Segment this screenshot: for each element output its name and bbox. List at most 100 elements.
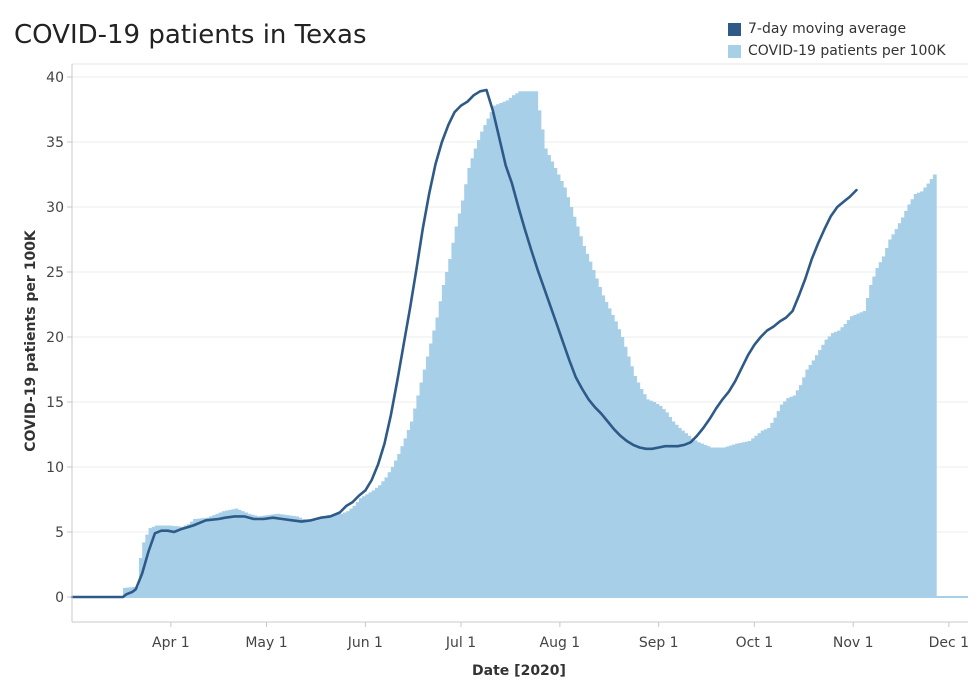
bar-day-61 — [266, 515, 271, 597]
bar-day-140 — [518, 91, 523, 598]
bar-day-143 — [527, 91, 532, 598]
bar-day-33 — [177, 526, 182, 597]
bar-day-27 — [158, 525, 162, 597]
bar-day-156 — [569, 207, 574, 597]
bar-day-263 — [910, 199, 915, 597]
bar-day-119 — [451, 242, 456, 597]
bar-day-106 — [409, 421, 414, 597]
bar-day-258 — [894, 229, 899, 597]
bar-day-166 — [601, 295, 606, 597]
bar-day-60 — [263, 515, 268, 597]
bar-day-157 — [572, 216, 577, 597]
y-tick-label-20: 20 — [46, 330, 64, 346]
bar-day-174 — [626, 356, 631, 597]
bar-day-93 — [368, 492, 373, 597]
bar-day-101 — [394, 460, 398, 597]
bar-day-254 — [881, 256, 886, 597]
bar-day-171 — [617, 329, 622, 597]
bar-day-28 — [161, 525, 166, 597]
bar-day-107 — [413, 408, 417, 597]
bar-day-54 — [244, 512, 248, 597]
bar-day-173 — [623, 346, 628, 597]
bar-day-131 — [489, 112, 494, 597]
y-tick-label-0: 0 — [55, 590, 64, 606]
bar-day-32 — [174, 526, 178, 597]
bar-series — [72, 91, 968, 598]
bar-day-139 — [515, 93, 520, 597]
bar-day-70 — [295, 516, 299, 597]
bar-day-204 — [722, 447, 727, 597]
bar-day-270 — [932, 174, 937, 597]
bar-day-105 — [406, 429, 411, 597]
bar-day-184 — [658, 405, 663, 597]
bar-day-86 — [346, 511, 351, 597]
bar-day-162 — [588, 261, 593, 597]
bar-day-152 — [556, 174, 561, 597]
bar-day-233 — [814, 355, 819, 597]
bar-day-195 — [693, 440, 698, 597]
bar-day-244 — [850, 316, 854, 597]
bar-day-262 — [907, 204, 912, 597]
legend-item-moving-average[interactable]: 7-day moving average — [728, 18, 946, 40]
line-series — [70, 88, 858, 599]
bar-day-113 — [432, 330, 437, 597]
bar-day-248 — [862, 311, 867, 597]
bar-day-252 — [875, 268, 880, 597]
bar-day-214 — [754, 435, 759, 597]
bar-day-257 — [891, 234, 896, 598]
bar-day-64 — [276, 513, 280, 597]
bar-day-52 — [237, 509, 242, 597]
bar-day-51 — [234, 508, 239, 597]
bar-day-117 — [445, 272, 449, 597]
bar-day-77 — [317, 519, 322, 597]
bar-day-210 — [741, 442, 746, 597]
bar-day-268 — [926, 183, 931, 597]
bar-day-83 — [336, 514, 341, 597]
bar-day-84 — [339, 513, 344, 597]
legend-label-moving-average: 7-day moving average — [748, 21, 907, 37]
bar-day-238 — [830, 333, 835, 597]
legend-item-patients[interactable]: COVID-19 patients per 100K — [728, 40, 946, 62]
bar-day-183 — [655, 403, 660, 597]
bar-day-38 — [193, 519, 197, 597]
bar-day-129 — [483, 125, 488, 597]
moving-average-line — [70, 88, 858, 599]
bar-day-216 — [760, 430, 765, 597]
bar-day-59 — [260, 515, 264, 597]
bar-day-112 — [429, 343, 433, 597]
bars — [123, 91, 937, 598]
bar-day-29 — [164, 525, 169, 597]
bar-day-69 — [292, 515, 296, 597]
bar-day-94 — [371, 490, 376, 597]
bar-day-103 — [400, 446, 405, 597]
bar-day-170 — [614, 321, 618, 597]
bar-day-81 — [330, 514, 335, 597]
bar-day-256 — [888, 239, 893, 597]
bar-day-231 — [808, 364, 813, 597]
bar-day-219 — [770, 422, 775, 597]
bar-day-200 — [709, 447, 714, 597]
bar-day-155 — [566, 197, 571, 597]
bar-day-196 — [696, 442, 701, 597]
x-tick-label-7: Nov 1 — [833, 635, 874, 651]
bar-day-206 — [728, 445, 733, 597]
bar-day-186 — [665, 412, 669, 597]
bar-day-145 — [534, 91, 539, 598]
bar-day-26 — [154, 525, 159, 597]
bar-day-151 — [553, 168, 558, 597]
bar-day-104 — [403, 438, 408, 597]
bar-day-36 — [186, 524, 191, 597]
bar-day-176 — [633, 376, 637, 597]
chart-title: COVID-19 patients in Texas — [14, 20, 367, 50]
bar-day-225 — [789, 396, 794, 597]
bar-day-242 — [843, 324, 848, 597]
bar-day-45 — [215, 513, 220, 597]
bar-day-187 — [668, 416, 673, 597]
bar-day-109 — [419, 382, 424, 597]
bar-day-128 — [480, 131, 484, 597]
bar-day-41 — [202, 518, 207, 597]
bar-day-228 — [799, 385, 803, 597]
y-tick-label-30: 30 — [46, 200, 64, 216]
bar-day-49 — [228, 509, 233, 597]
